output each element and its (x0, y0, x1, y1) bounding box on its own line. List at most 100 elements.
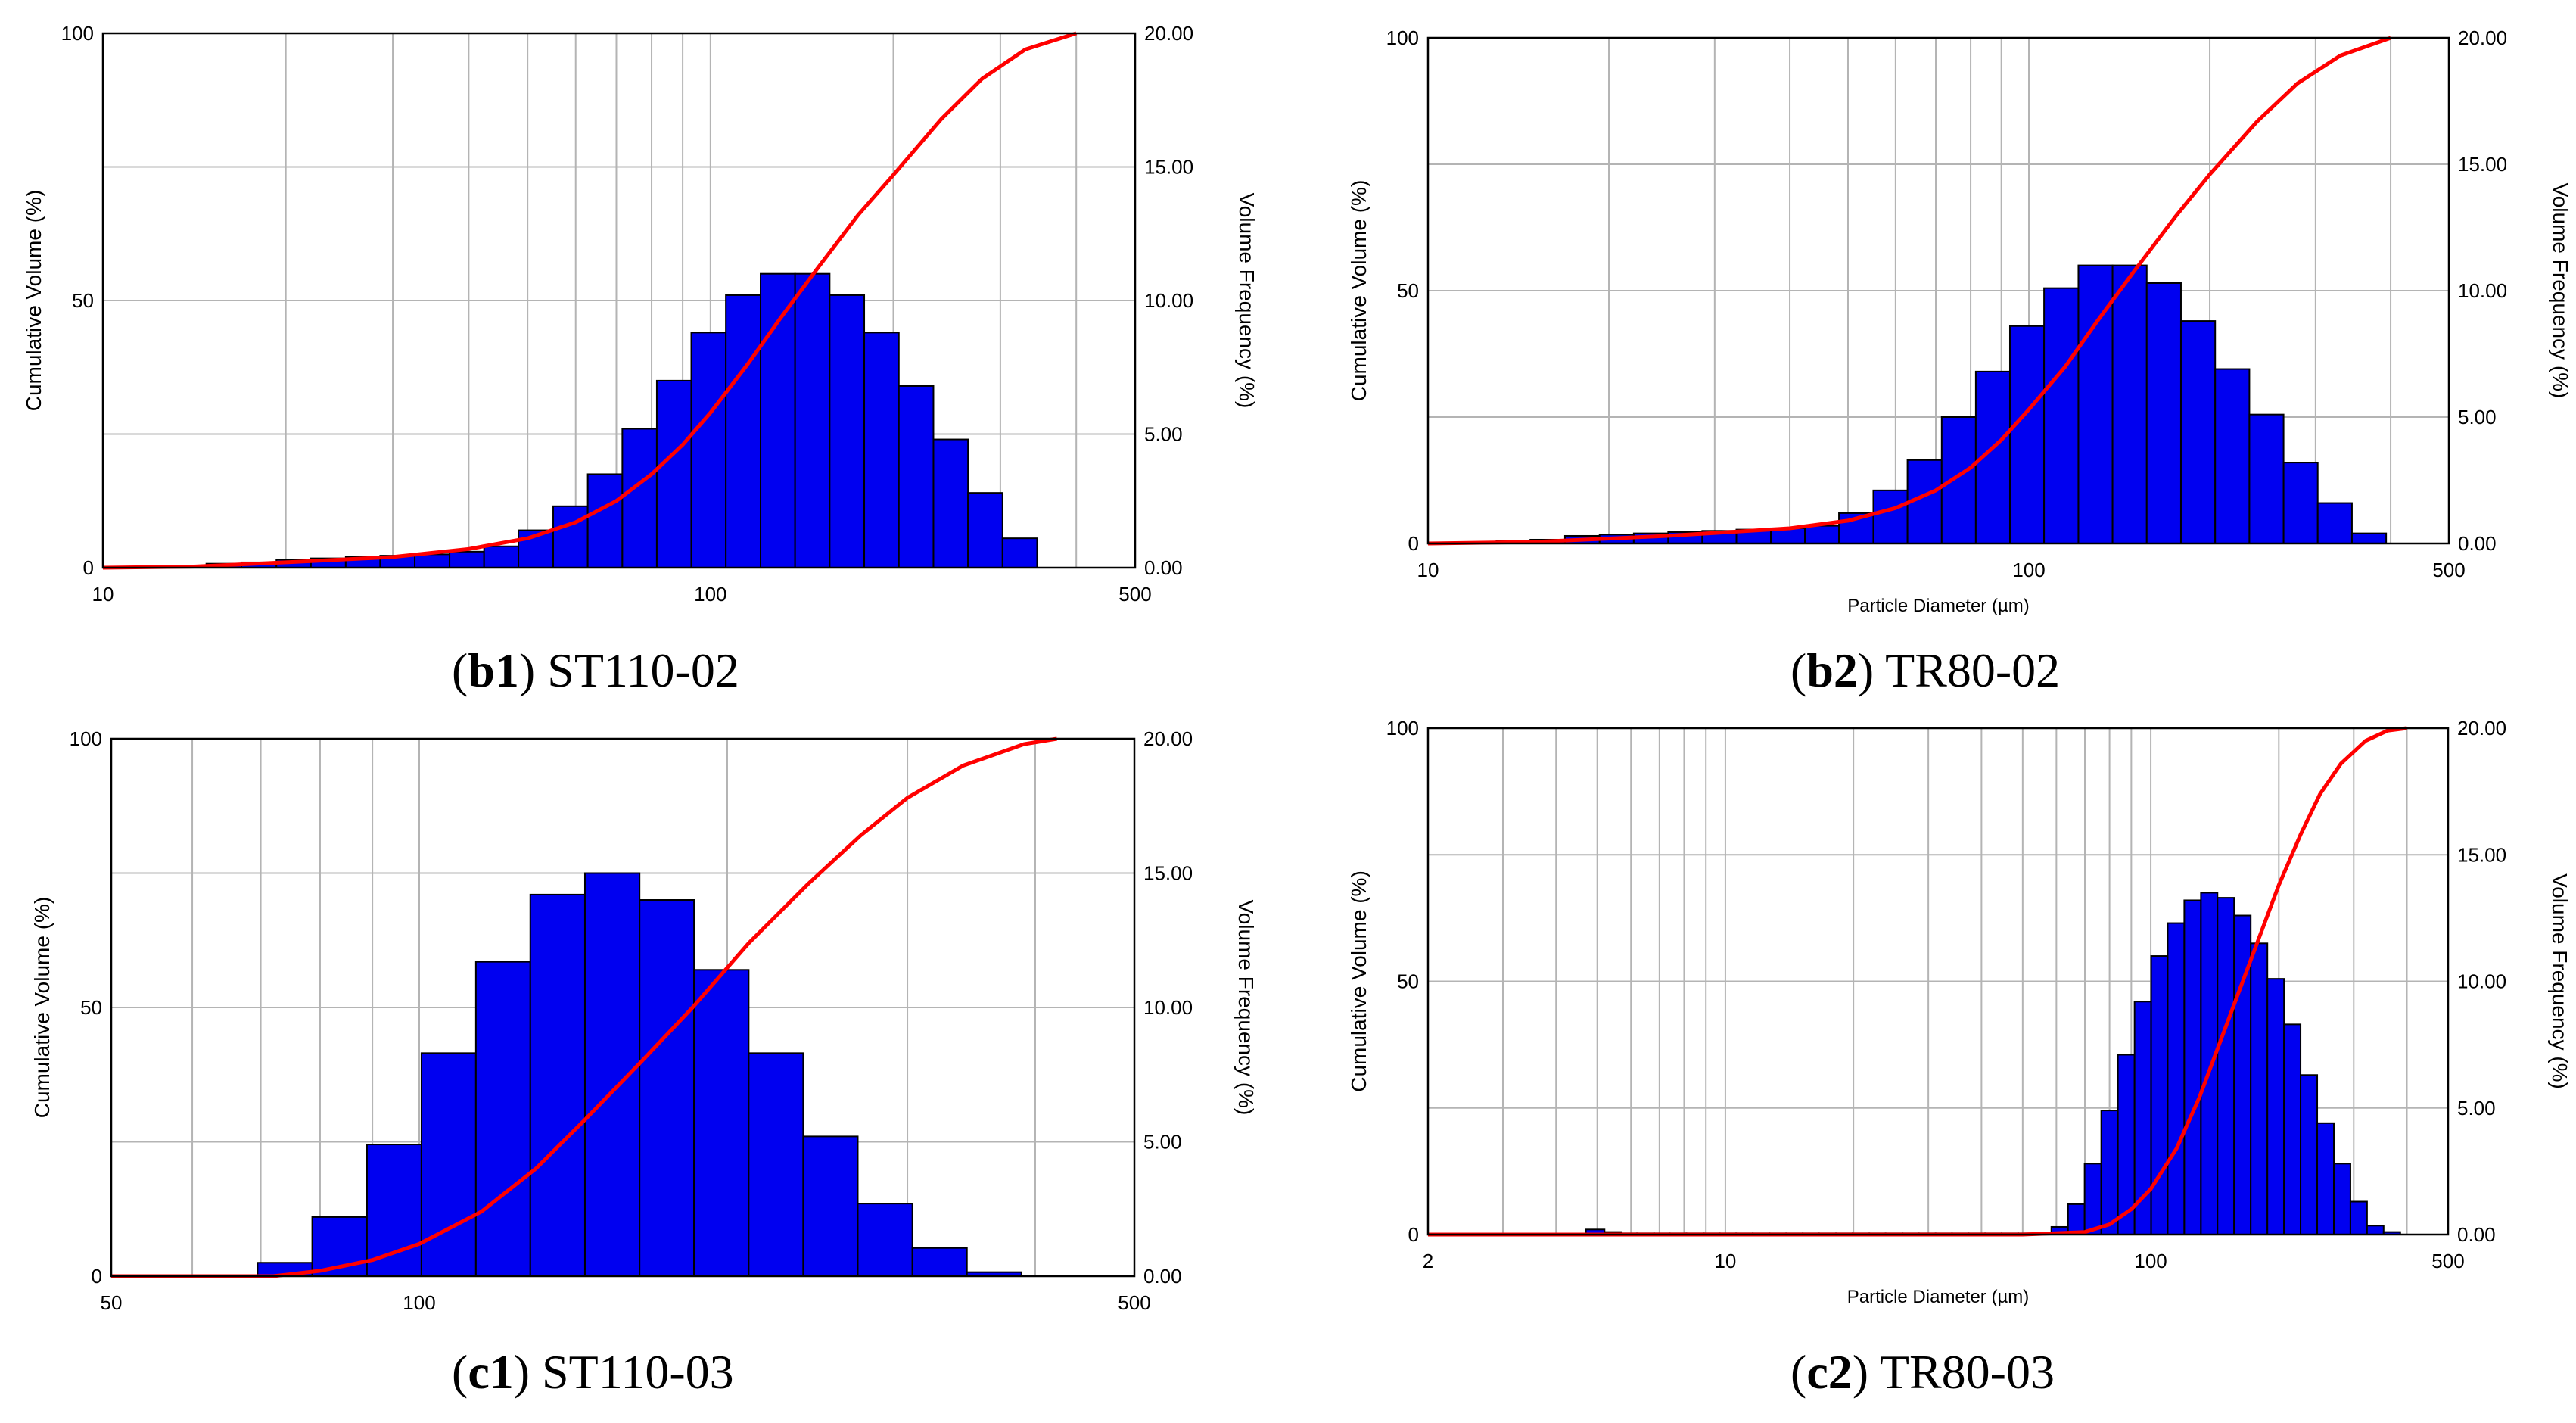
right-y-tick-label: 15.00 (2457, 843, 2506, 866)
right-y-tick-label: 20.00 (2458, 26, 2507, 49)
histogram-bar (2333, 1163, 2351, 1235)
left-axis-title: Cumulative Volume (%) (30, 897, 54, 1119)
chart-panel-c2: 2 10 100 500 0 50 100 0.00 5.00 10.00 15.00 20.00 Cu… (1347, 717, 2571, 1307)
left-axis-title: Cumulative Volume (%) (1347, 870, 1370, 1092)
histogram-bar (2183, 899, 2202, 1235)
right-y-tick-label: 0.00 (2457, 1223, 2496, 1246)
cumulative-line-c1 (111, 736, 1058, 1278)
left-y-tick-label: 0 (1408, 532, 1419, 555)
histogram-bar (898, 385, 935, 568)
left-y-tick-label: 100 (1386, 26, 1419, 49)
right-y-tick-label: 10.00 (1144, 289, 1193, 312)
histogram-bar (2283, 1023, 2302, 1235)
caption-b1-label: b1 (468, 643, 519, 697)
left-axis-title: Cumulative Volume (%) (1347, 180, 1370, 402)
histogram-bar (2217, 897, 2235, 1235)
histogram-bar (725, 294, 762, 568)
histogram-bar (802, 1135, 859, 1278)
histogram-bar (2100, 1110, 2119, 1235)
caption-c2-sample: TR80-03 (1879, 1345, 2055, 1399)
histogram-bar (2043, 287, 2080, 544)
histogram-bar (829, 294, 866, 568)
right-y-tick-label: 10.00 (1143, 996, 1193, 1019)
right-y-tick-label: 5.00 (2457, 1097, 2496, 1119)
histogram-bar (483, 545, 520, 569)
histogram-bar (932, 438, 969, 568)
right-y-tick-label: 10.00 (2458, 279, 2507, 302)
histogram-bar (2350, 532, 2388, 545)
plot-frame-c2 (1426, 727, 2450, 1236)
histogram-bar (474, 961, 531, 1278)
bars-c1 (257, 872, 1022, 1278)
histogram-bar (414, 553, 451, 568)
caption-c2-label: c2 (1806, 1345, 1853, 1399)
x-tick-label: 500 (2431, 1250, 2464, 1272)
histogram-bar (794, 272, 831, 568)
left-y-tick-label: 50 (1397, 279, 1419, 302)
histogram-bar (760, 272, 796, 568)
x-tick-label: 10 (1417, 559, 1439, 581)
x-tick-label: 2 (1423, 1250, 1433, 1272)
histogram-bar (2008, 325, 2046, 544)
caption-c1-sample: ST110-03 (542, 1345, 734, 1399)
histogram-bar (586, 473, 624, 569)
histogram-bar (2077, 264, 2114, 544)
histogram-bar (2083, 1163, 2102, 1235)
left-y-tick-label: 0 (1408, 1223, 1419, 1246)
histogram-bar (552, 505, 589, 568)
histogram-bar (863, 332, 900, 568)
x-tick-label: 100 (2134, 1250, 2167, 1272)
x-axis-title: Particle Diameter (µm) (1847, 1287, 2030, 1307)
left-y-tick-label: 100 (61, 22, 94, 45)
caption-c1: (c1) ST110-03 (452, 1345, 734, 1399)
right-y-tick-label: 5.00 (1143, 1131, 1182, 1154)
left-y-tick-label: 100 (70, 727, 102, 750)
left-y-tick-label: 0 (92, 1265, 102, 1288)
x-tick-label: 100 (2012, 559, 2045, 581)
right-axis-title: Volume Frequency (%) (1234, 900, 1258, 1116)
right-y-tick-label: 5.00 (1144, 423, 1183, 446)
histogram-bar (2300, 1074, 2319, 1236)
cumulative-line-b2 (1427, 36, 2391, 546)
caption-b2: (b2) TR80-02 (1790, 643, 2061, 697)
cumulative-line-c2 (1428, 726, 2407, 1237)
histogram-bar (1001, 537, 1038, 568)
x-axis-title: Particle Diameter (µm) (1847, 596, 2030, 616)
plot-frame-b1 (101, 32, 1137, 569)
histogram-bar (2366, 1225, 2385, 1235)
left-y-tick-label: 50 (1397, 970, 1419, 993)
x-tick-label: 10 (92, 583, 114, 606)
histogram-bar (748, 1052, 804, 1277)
histogram-bar (655, 379, 692, 568)
right-y-tick-label: 0.00 (1143, 1265, 1182, 1288)
plot-frame-b2 (1426, 36, 2450, 545)
x-tick-label: 500 (2432, 559, 2465, 581)
histogram-bar (2179, 320, 2217, 544)
right-axis-title: Volume Frequency (%) (2549, 183, 2572, 399)
histogram-bar (2248, 413, 2285, 544)
x-tick-label: 100 (694, 583, 726, 606)
left-y-tick-label: 50 (80, 996, 102, 1019)
x-tick-label: 50 (101, 1291, 123, 1314)
histogram-bar (857, 1203, 913, 1278)
histogram-bar (2145, 282, 2182, 544)
bars-c2 (1585, 892, 2401, 1236)
right-y-tick-label: 20.00 (1143, 727, 1193, 750)
histogram-bar (967, 492, 1003, 568)
caption-c2: (c2) TR80-03 (1790, 1345, 2055, 1399)
histogram-bar (2316, 502, 2353, 544)
chart-panel-c1: 50 100 500 0 50 100 0.00 5.00 10.00 15.00 20.00 Cum… (30, 727, 1258, 1314)
left-axis-title: Cumulative Volume (%) (22, 190, 45, 412)
histogram-bar (366, 1144, 422, 1278)
right-y-tick-label: 0.00 (2458, 532, 2497, 555)
cumulative-line-b1 (102, 31, 1077, 570)
caption-b2-sample: TR80-02 (1885, 643, 2061, 697)
histogram-bar (690, 332, 727, 568)
histogram-bar (2214, 368, 2251, 545)
right-y-tick-label: 15.00 (1144, 156, 1193, 179)
histogram-bar (1804, 525, 1840, 544)
histogram-bar (621, 428, 658, 568)
right-y-tick-label: 0.00 (1144, 556, 1183, 579)
x-tick-label: 10 (1714, 1250, 1736, 1272)
